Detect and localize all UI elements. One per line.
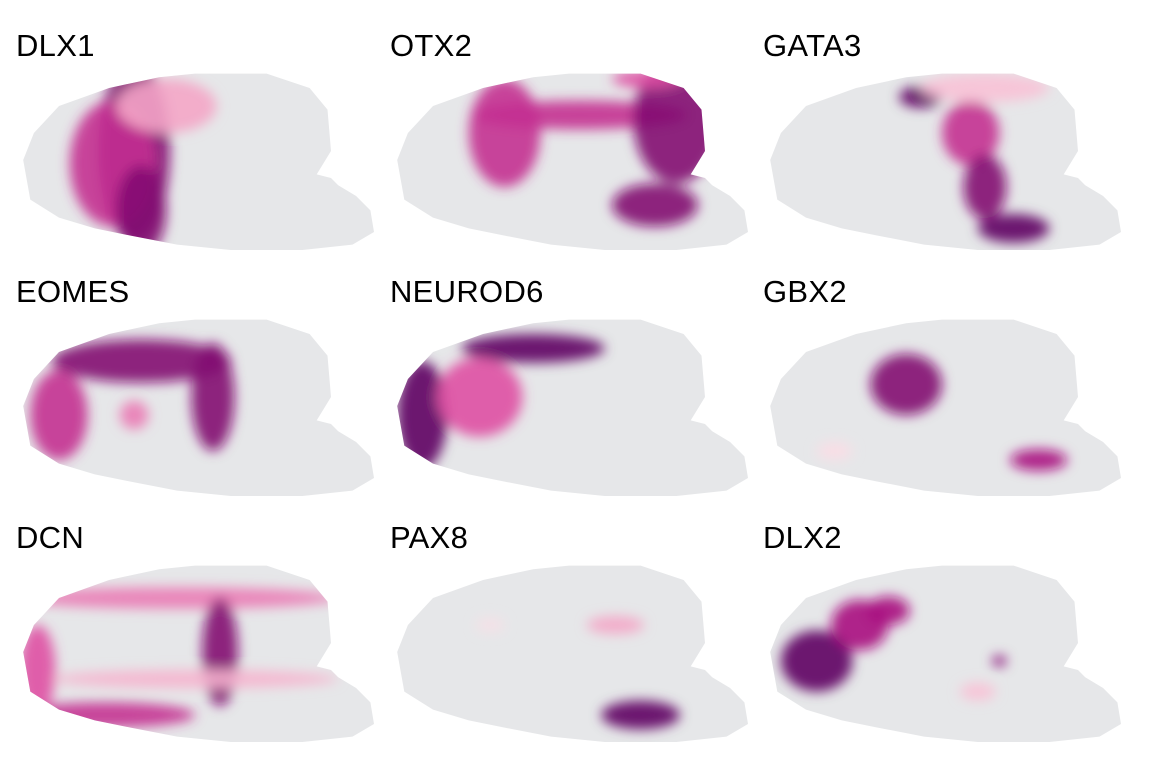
expression-hotspot [601, 700, 680, 730]
expression-map [397, 565, 748, 742]
expression-map [23, 319, 374, 496]
gene-label: DLX2 [763, 520, 842, 555]
expression-hotspot [866, 596, 910, 625]
panel-pax8: PAX8 [390, 520, 748, 742]
expression-hotspot [468, 79, 541, 187]
expression-hotspot [436, 357, 523, 437]
expression-hotspot [586, 616, 645, 634]
panel-dcn: DCN [16, 520, 374, 742]
expression-hotspot [816, 442, 853, 460]
expression-hotspot [51, 670, 339, 688]
panel-gata3: GATA3 [763, 28, 1121, 250]
expression-hotspot [992, 655, 1007, 667]
expression-hotspot [920, 73, 1050, 103]
expression-map [23, 73, 374, 250]
gene-label: OTX2 [390, 28, 473, 63]
expression-hotspot [959, 682, 996, 701]
expression-hotspot [23, 702, 195, 728]
panel-neurod6: NEUROD6 [390, 274, 748, 496]
expression-map [23, 565, 374, 742]
expression-hotspot [475, 617, 505, 633]
expression-hotspot [23, 625, 56, 715]
gene-label: DCN [16, 520, 85, 555]
expression-hotspot [977, 214, 1050, 243]
expression-map [397, 319, 748, 496]
expression-hotspot [611, 183, 698, 227]
expression-hotspot [397, 361, 448, 469]
expression-hotspot [202, 598, 238, 706]
gene-label: DLX1 [16, 28, 95, 63]
panel-eomes: EOMES [16, 274, 374, 496]
gene-label: PAX8 [390, 520, 469, 555]
expression-hotspot [963, 154, 1007, 220]
panel-dlx2: DLX2 [763, 520, 1121, 742]
gene-label: GATA3 [763, 28, 862, 63]
expression-hotspot [191, 343, 235, 451]
expression-hotspot [870, 353, 942, 415]
expression-hotspot [116, 165, 167, 250]
expression-hotspot [611, 73, 684, 88]
expression-map [397, 73, 748, 250]
expression-map [770, 319, 1121, 496]
panel-dlx1: DLX1 [16, 28, 374, 250]
tissue-section [770, 319, 1121, 496]
expression-hotspot [30, 370, 88, 460]
gene-label: NEUROD6 [390, 274, 544, 309]
panel-otx2: OTX2 [390, 28, 748, 250]
expression-hotspot [51, 339, 231, 383]
tissue-section [397, 565, 748, 742]
expression-hotspot [23, 587, 339, 609]
expression-hotspot [116, 79, 217, 133]
expression-map [770, 73, 1121, 250]
panel-gbx2: GBX2 [763, 274, 1121, 496]
expression-hotspot [119, 400, 149, 430]
gene-label: GBX2 [763, 274, 847, 309]
tissue-section [770, 73, 1121, 250]
expression-hotspot [942, 100, 1000, 166]
expression-hotspot [1010, 449, 1068, 471]
expression-hotspot [461, 334, 605, 363]
expression-hotspot [780, 630, 853, 692]
gene-label: EOMES [16, 274, 130, 309]
expression-map [770, 565, 1121, 742]
